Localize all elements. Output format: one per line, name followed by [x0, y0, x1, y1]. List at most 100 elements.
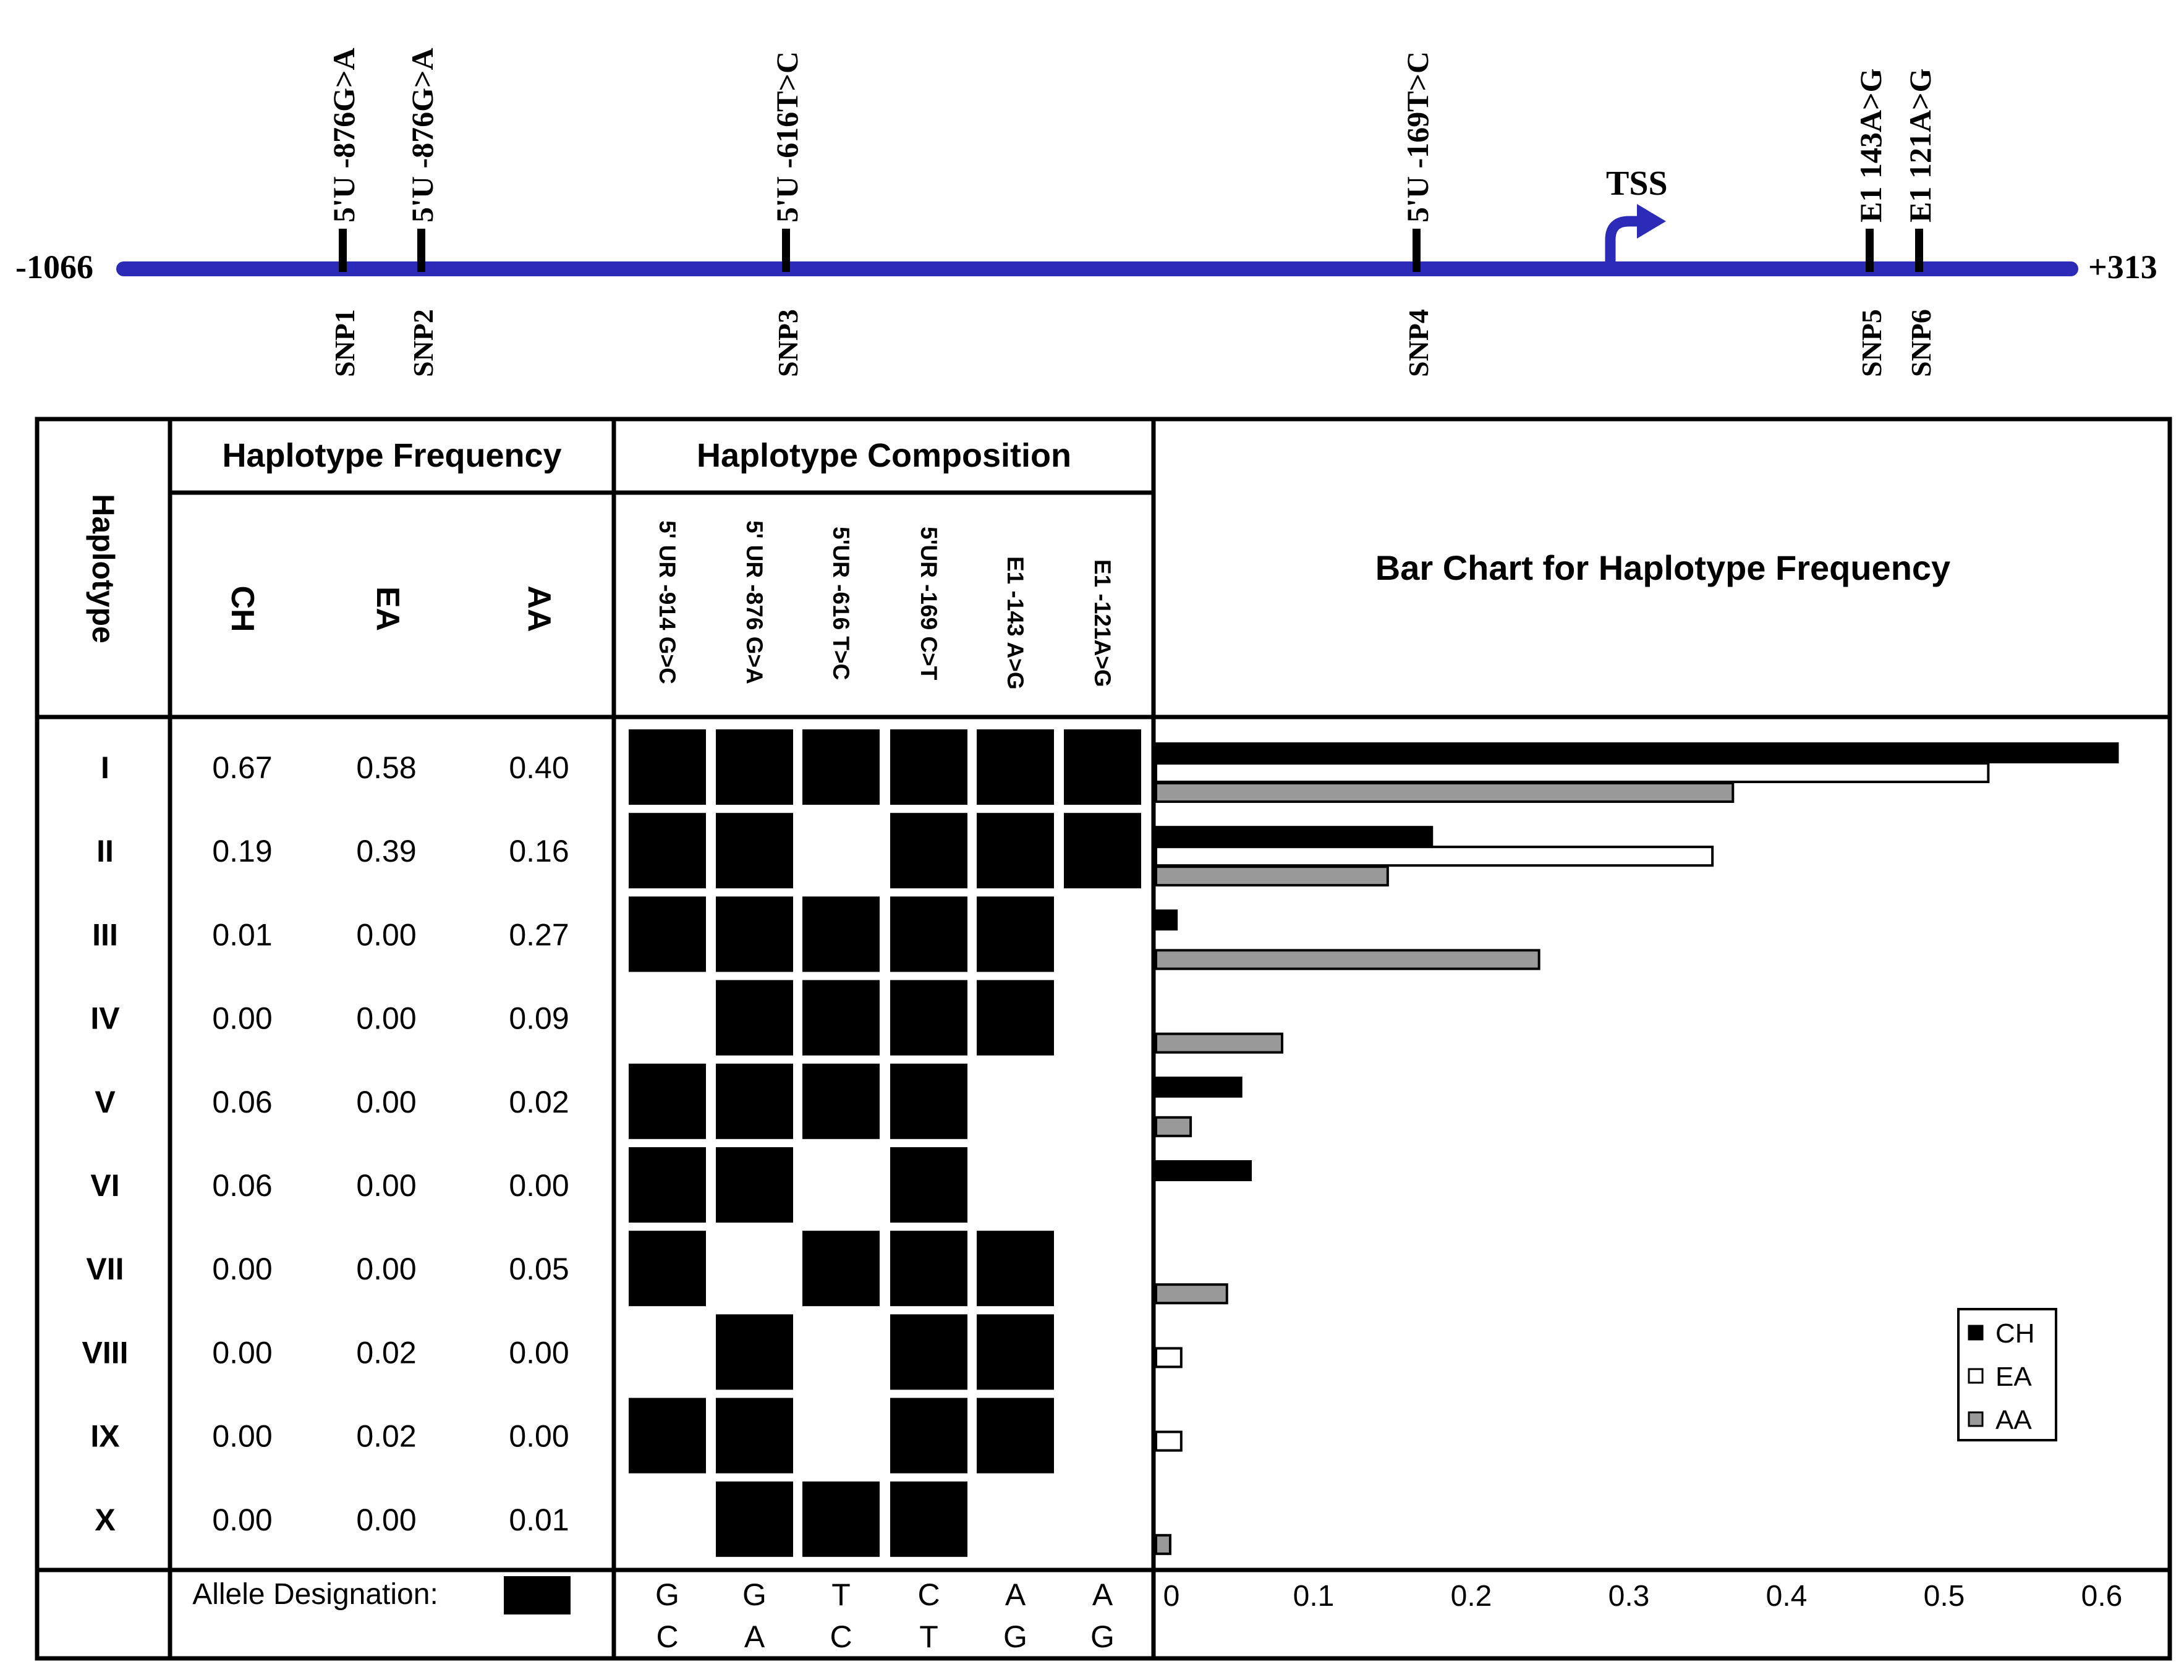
allele-top: A — [1092, 1577, 1113, 1612]
composition-cell — [716, 1398, 793, 1474]
composition-cell — [716, 1147, 793, 1223]
table-row: I 0.67 0.58 0.40 — [101, 729, 1141, 805]
table-row: X 0.00 0.00 0.01 — [95, 1481, 967, 1557]
composition-cell — [1064, 729, 1141, 805]
bar-ch — [1155, 1160, 1252, 1181]
allele-designation-label: Allele Designation: — [192, 1578, 438, 1611]
frequency-value: 0.02 — [356, 1419, 416, 1454]
snp-col-header: 5' UR -914 G>C — [655, 520, 680, 684]
composition-cell — [890, 1398, 967, 1474]
composition-cell — [977, 980, 1054, 1056]
allele-top: A — [1005, 1577, 1026, 1612]
tss-label: TSS — [1606, 164, 1668, 203]
composition-cell — [629, 1398, 706, 1474]
frequency-value: 0.05 — [509, 1252, 569, 1286]
frequency-value: 0.58 — [356, 750, 416, 785]
snp-col-header: 5'UR -616 T>C — [828, 527, 854, 680]
pop-header-ea: EA — [370, 587, 406, 631]
haplotype-header: Haplotype — [86, 494, 121, 643]
x-tick-label: 0.4 — [1766, 1580, 1808, 1613]
legend-swatch-ch — [1968, 1325, 1984, 1341]
frequency-value: 0.00 — [509, 1419, 569, 1454]
tss-arrow-icon — [1605, 216, 1641, 263]
table-row: IX 0.00 0.02 0.00 — [90, 1398, 1054, 1474]
frequency-value: 0.16 — [509, 834, 569, 868]
composition-cell — [716, 729, 793, 805]
haplotype-id: I — [101, 750, 109, 785]
table-row: II 0.19 0.39 0.16 — [96, 813, 1141, 889]
composition-cell — [890, 1063, 967, 1139]
composition-cell — [716, 1481, 793, 1557]
snp-column-headers: 5' UR -914 G>C 5' UR -876 G>A 5'UR -616 … — [655, 520, 1115, 690]
frequency-value: 0.00 — [356, 1168, 416, 1203]
table-row: V 0.06 0.00 0.02 — [95, 1063, 967, 1139]
composition-header: Haplotype Composition — [697, 437, 1071, 474]
snp-marker: 5'U -169T>C SNP4 — [1400, 51, 1435, 377]
composition-cell — [1064, 813, 1141, 889]
allele-top: G — [742, 1577, 767, 1612]
snp-marker: E1 143A>G SNP5 — [1853, 69, 1888, 377]
snp-name: SNP3 — [772, 309, 804, 377]
frequency-value: 0.27 — [509, 917, 569, 952]
allele-bottom: G — [1003, 1619, 1027, 1654]
frequency-value: 0.09 — [509, 1001, 569, 1036]
bar-aa — [1155, 1534, 1171, 1555]
composition-cell — [890, 813, 967, 889]
allele-top: G — [655, 1577, 679, 1612]
snp-col-header: E1 -121A>G — [1090, 559, 1115, 687]
frequency-value: 0.00 — [356, 1252, 416, 1286]
bar-ch — [1155, 826, 1434, 847]
haplotype-id: VIII — [82, 1335, 128, 1370]
composition-cell — [977, 813, 1054, 889]
composition-cell — [802, 980, 880, 1056]
frequency-value: 0.01 — [509, 1503, 569, 1537]
allele-bottom: A — [744, 1619, 765, 1654]
composition-cell — [977, 729, 1054, 805]
composition-cell — [977, 896, 1054, 972]
composition-cell — [802, 729, 880, 805]
frequency-header: Haplotype Frequency — [222, 437, 561, 474]
legend-label-ch: CH — [1995, 1318, 2035, 1349]
bar-ea — [1155, 762, 1990, 783]
x-tick-label: 0.6 — [2081, 1580, 2123, 1613]
bar-aa — [1155, 782, 1735, 803]
x-tick-label: 0 — [1163, 1580, 1180, 1613]
snp-col-header: 5' UR -876 G>A — [742, 520, 767, 684]
composition-cell — [890, 1314, 967, 1390]
frequency-value: 0.00 — [212, 1503, 272, 1537]
composition-cell — [890, 896, 967, 972]
table-row: IV 0.00 0.00 0.09 — [90, 980, 1054, 1056]
snp-name: SNP2 — [407, 309, 439, 377]
x-tick-label: 0.1 — [1293, 1580, 1335, 1613]
frequency-value: 0.02 — [356, 1335, 416, 1370]
haplotype-id: X — [95, 1503, 115, 1537]
bar-chart: 0 0.1 0.2 0.3 0.4 0.5 0.6 — [1155, 742, 2123, 1613]
bar-aa — [1155, 1116, 1192, 1137]
frequency-value: 0.19 — [212, 834, 272, 868]
frequency-value: 0.00 — [356, 1085, 416, 1119]
haplotype-id: IV — [90, 1001, 120, 1036]
composition-cell — [629, 1147, 706, 1223]
frequency-value: 0.00 — [212, 1335, 272, 1370]
composition-cell — [802, 896, 880, 972]
snp-marker: E1 121A>G SNP6 — [1903, 69, 1937, 377]
bar-ea — [1155, 1430, 1183, 1452]
composition-cell — [802, 1481, 880, 1557]
snp-label: 5'U -169T>C — [1400, 51, 1435, 223]
composition-cell — [629, 729, 706, 805]
bar-aa — [1155, 1032, 1283, 1054]
frequency-value: 0.00 — [356, 1001, 416, 1036]
haplotype-id: IX — [90, 1419, 119, 1454]
frequency-value: 0.40 — [509, 750, 569, 785]
frequency-value: 0.00 — [212, 1252, 272, 1286]
legend-label-aa: AA — [1995, 1405, 2032, 1435]
gene-map: -1066 +313 TSS 5'U -876G>A SNP1 5'U -876… — [15, 48, 2157, 377]
snp-marker: 5'U -876G>A SNP1 — [326, 48, 361, 377]
haplotype-id: III — [92, 917, 118, 952]
table-row: III 0.01 0.00 0.27 — [92, 896, 1054, 972]
allele-bottom: T — [919, 1619, 938, 1654]
table-row: VI 0.06 0.00 0.00 — [90, 1147, 967, 1223]
allele-bottom: C — [830, 1619, 852, 1654]
composition-cell — [977, 1314, 1054, 1390]
